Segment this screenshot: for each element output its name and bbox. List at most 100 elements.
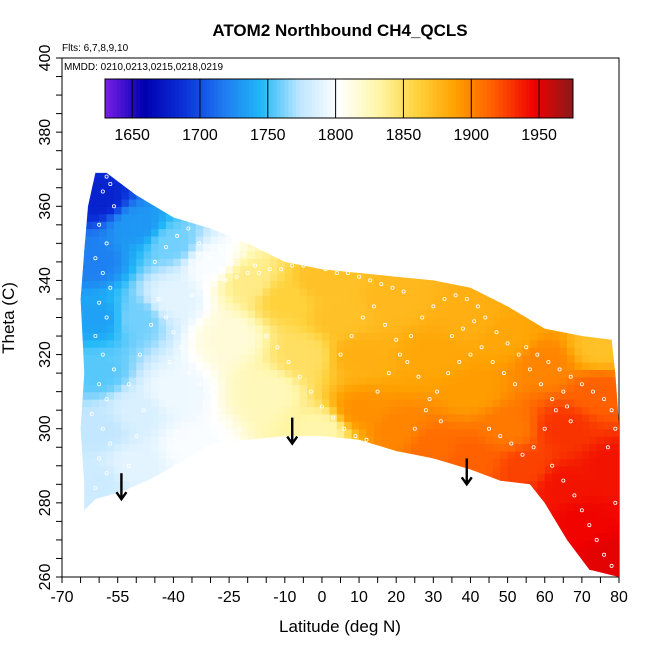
field-cell xyxy=(440,554,449,563)
field-cell xyxy=(240,147,248,155)
field-cell xyxy=(321,287,330,296)
field-cell xyxy=(121,406,130,415)
field-cell xyxy=(314,332,323,341)
field-cell xyxy=(396,554,405,563)
field-cell xyxy=(203,295,212,304)
field-cell xyxy=(492,243,501,252)
field-cell xyxy=(477,443,486,452)
field-cell xyxy=(203,354,212,363)
field-cell xyxy=(478,117,486,125)
field-cell xyxy=(344,525,353,534)
field-cell xyxy=(552,384,561,393)
field-cell xyxy=(440,250,449,259)
field-cell xyxy=(113,332,123,341)
field-cell xyxy=(522,228,531,237)
field-cell xyxy=(262,450,271,459)
field-cell xyxy=(500,465,509,474)
field-cell xyxy=(537,569,546,577)
field-cell xyxy=(106,235,115,244)
field-cell xyxy=(277,391,286,400)
field-cell xyxy=(403,465,412,474)
field-cell xyxy=(269,421,278,430)
field-cell xyxy=(99,539,108,548)
field-cell xyxy=(567,317,576,326)
field-cell xyxy=(396,436,405,445)
field-cell xyxy=(143,235,152,244)
field-cell xyxy=(366,510,375,519)
field-cell xyxy=(225,539,234,548)
field-cell xyxy=(381,147,389,155)
field-cell xyxy=(292,154,300,162)
field-cell xyxy=(277,443,286,452)
field-cell xyxy=(425,354,434,363)
field-cell xyxy=(84,517,93,526)
field-cell xyxy=(500,517,509,526)
field-cell xyxy=(121,206,130,215)
field-cell xyxy=(396,198,405,207)
field-cell xyxy=(396,547,405,556)
field-cell xyxy=(91,450,100,459)
field-cell xyxy=(99,280,108,289)
field-cell xyxy=(477,332,486,341)
field-cell xyxy=(411,465,420,474)
field-cell xyxy=(552,317,561,326)
field-cell xyxy=(366,198,375,207)
field-cell xyxy=(195,369,204,378)
field-cell xyxy=(344,354,353,363)
field-cell xyxy=(188,443,197,452)
field-cell xyxy=(351,539,360,548)
field-cell xyxy=(80,235,85,244)
field-cell xyxy=(515,354,524,363)
field-cell xyxy=(314,547,323,556)
field-cell xyxy=(92,125,100,133)
field-cell xyxy=(537,421,546,430)
field-cell xyxy=(396,347,405,356)
field-cell xyxy=(262,525,271,534)
field-cell xyxy=(552,428,561,437)
field-cell xyxy=(433,273,442,282)
field-cell xyxy=(544,562,553,571)
field-cell xyxy=(440,339,449,348)
field-cell xyxy=(381,450,390,459)
field-cell xyxy=(121,391,130,400)
field-cell xyxy=(62,421,70,429)
field-cell xyxy=(247,176,256,185)
field-cell xyxy=(217,206,226,215)
field-cell xyxy=(477,324,486,333)
field-cell xyxy=(515,287,524,296)
field-cell xyxy=(195,324,204,333)
field-cell xyxy=(233,125,241,133)
field-cell xyxy=(255,376,264,385)
field-cell xyxy=(210,502,219,511)
field-cell xyxy=(470,117,478,125)
field-cell xyxy=(344,436,353,445)
field-cell xyxy=(113,273,123,282)
field-cell xyxy=(552,117,560,125)
field-cell xyxy=(567,458,576,467)
field-cell xyxy=(240,228,249,237)
field-cell xyxy=(418,332,427,341)
field-cell xyxy=(359,525,368,534)
field-cell xyxy=(366,243,375,252)
field-cell xyxy=(77,110,85,118)
field-cell xyxy=(344,539,353,548)
field-cell xyxy=(158,339,167,348)
field-cell xyxy=(91,287,100,296)
field-cell xyxy=(552,154,560,162)
field-cell xyxy=(80,347,85,356)
field-cell xyxy=(158,547,167,556)
field-cell xyxy=(121,228,130,237)
field-cell xyxy=(411,65,419,73)
field-cell xyxy=(522,502,531,511)
field-cell xyxy=(425,413,434,422)
field-cell xyxy=(136,317,145,326)
field-cell xyxy=(203,302,212,311)
field-cell xyxy=(240,562,249,571)
field-cell xyxy=(113,354,123,363)
field-cell xyxy=(463,517,472,526)
field-cell xyxy=(203,495,212,504)
field-cell xyxy=(233,147,241,155)
field-cell xyxy=(225,147,233,155)
field-cell xyxy=(425,332,434,341)
field-cell xyxy=(121,332,130,341)
